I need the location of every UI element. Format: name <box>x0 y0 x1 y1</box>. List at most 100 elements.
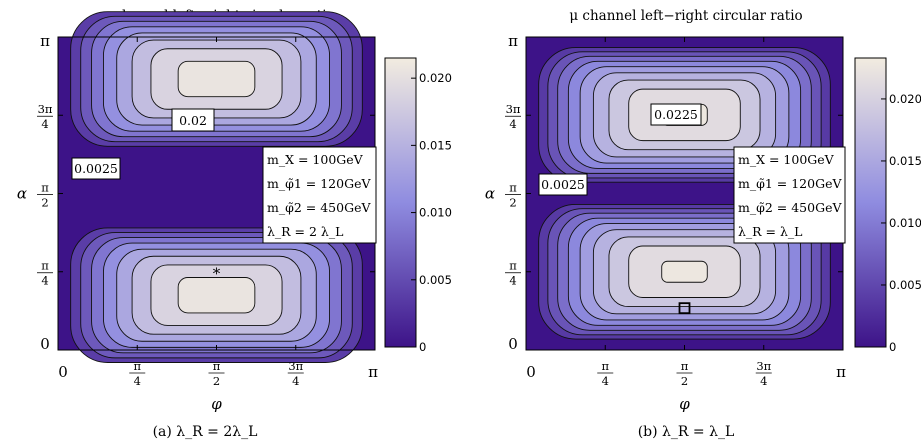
x-tick-label: 0 <box>526 363 536 381</box>
contour-label-text: 0.0025 <box>74 161 118 176</box>
y-tick-label-num: 3π <box>506 102 521 116</box>
colorbar-bar <box>854 57 887 348</box>
y-tick-label-den: 2 <box>509 195 516 209</box>
x-tick-label: 3π4 <box>755 359 772 388</box>
colorbar-tick-label: 0.010 <box>419 206 452 220</box>
y-tick-label-den: 2 <box>41 195 48 209</box>
y-tick-label: 0 <box>40 335 50 353</box>
x-tick-label: π <box>836 363 846 381</box>
x-tick-label-num: π <box>213 359 221 373</box>
legend-line: λ_R = 2 λ_L <box>267 224 343 239</box>
legend-line: m_φ̃2 = 450GeV <box>267 200 371 215</box>
x-tick-label-den: 4 <box>292 374 299 388</box>
y-axis-label: α <box>485 185 495 203</box>
x-axis-label: φ <box>679 395 690 413</box>
legend-line: m_φ̃2 = 450GeV <box>738 200 842 215</box>
legend-line: m_X = 100GeV <box>738 152 835 167</box>
colorbar-tick-label: 0.005 <box>889 278 921 292</box>
x-tick-label-num: π <box>681 359 689 373</box>
x-tick-label: π4 <box>597 359 614 388</box>
legend: m_X = 100GeV m_φ̃1 = 120GeV m_φ̃2 = 450GeV… <box>262 146 377 244</box>
x-tick-label-text: π <box>368 363 378 381</box>
chart-panel-1: μ channel left−right circular ratio 0.022… <box>485 8 921 440</box>
contour-level-1-8 <box>661 260 708 283</box>
contour-level-0-7 <box>177 60 256 98</box>
x-tick-label: 0 <box>58 363 68 381</box>
colorbar-tick-label: 0.015 <box>419 138 452 152</box>
y-tick-label: 3π4 <box>505 102 521 131</box>
legend-line: m_X = 100GeV <box>267 152 364 167</box>
chart-panel-0: μ channel left−right circular ratio0.020… <box>17 8 452 440</box>
contour-label-1: 0.0025 <box>538 173 588 196</box>
contour-label-text: 0.02 <box>179 113 207 128</box>
colorbar: 0 0.005 0.010 0.015 0.020 <box>854 57 921 354</box>
chart-title: μ channel left−right circular ratio <box>569 8 802 24</box>
contour-label-text: 0.0025 <box>541 177 585 192</box>
colorbar-tick-label: 0.020 <box>419 71 452 85</box>
marker-square <box>678 302 691 315</box>
x-tick-label-num: 3π <box>288 359 303 373</box>
y-tick-label: π2 <box>37 180 53 209</box>
colorbar: 0 0.005 0.010 0.015 0.020 <box>384 57 452 354</box>
y-tick-label-den: 4 <box>41 274 48 288</box>
x-tick-label: π4 <box>129 359 146 388</box>
colorbar-tick-label: 0.020 <box>889 92 921 106</box>
contour-label-1: 0.0025 <box>71 157 121 180</box>
x-tick-label: π2 <box>208 359 225 388</box>
y-tick-label-text: π <box>40 32 50 50</box>
x-tick-label-num: 3π <box>756 359 771 373</box>
y-tick-label-num: π <box>509 259 517 273</box>
y-tick-label-num: π <box>41 180 49 194</box>
x-tick-label-num: π <box>133 359 141 373</box>
y-tick-label: π <box>508 32 518 50</box>
legend-line: λ_R = λ_L <box>738 224 802 239</box>
legend: m_X = 100GeV m_φ̃1 = 120GeV m_φ̃2 = 450GeV… <box>733 146 846 244</box>
contour-label-box <box>171 108 215 132</box>
y-tick-label: π2 <box>505 180 521 209</box>
legend-line: m_φ̃1 = 120GeV <box>267 176 371 191</box>
marker-star: * <box>213 264 221 282</box>
contour-label-text: 0.0225 <box>654 107 698 122</box>
x-tick-label-text: 0 <box>58 363 68 381</box>
colorbar-tick-label: 0.005 <box>419 273 452 287</box>
contour-label-0: 0.0225 <box>650 103 702 126</box>
x-tick-label: 3π4 <box>287 359 304 388</box>
colorbar-bar <box>384 57 417 348</box>
y-tick-label-text: 0 <box>40 335 50 353</box>
x-axis-label: φ <box>211 395 222 413</box>
y-tick-label: 0 <box>508 335 518 353</box>
x-tick-label-text: π <box>836 363 846 381</box>
x-tick-label-den: 4 <box>134 374 141 388</box>
y-tick-label-num: π <box>509 180 517 194</box>
y-tick-label-num: π <box>41 259 49 273</box>
y-tick-label-den: 4 <box>41 117 48 131</box>
contour-label-box <box>650 103 702 126</box>
x-tick-label-den: 2 <box>681 374 688 388</box>
y-tick-label: 3π4 <box>37 102 53 131</box>
x-tick-label-den: 4 <box>760 374 767 388</box>
y-tick-label: π4 <box>505 259 521 288</box>
y-tick-label-den: 4 <box>509 274 516 288</box>
colorbar-tick-label: 0 <box>889 340 896 354</box>
contour-label-box <box>538 173 588 196</box>
y-tick-label-den: 4 <box>509 117 516 131</box>
contour-level-1-7 <box>177 277 256 314</box>
contour-label-0: 0.02 <box>171 108 215 132</box>
y-axis-label: α <box>17 185 27 203</box>
y-tick-label-text: π <box>508 32 518 50</box>
y-tick-label: π <box>40 32 50 50</box>
y-tick-label-num: 3π <box>38 102 53 116</box>
legend-box <box>733 146 846 244</box>
x-tick-label-den: 2 <box>213 374 220 388</box>
x-tick-label-den: 4 <box>602 374 609 388</box>
x-tick-label-text: 0 <box>526 363 536 381</box>
panel-caption: (b) λ_R = λ_L <box>638 424 735 440</box>
legend-box <box>262 146 377 244</box>
legend-line: m_φ̃1 = 120GeV <box>738 176 842 191</box>
colorbar-tick-label: 0 <box>419 340 426 354</box>
colorbar-tick-label: 0.015 <box>889 154 921 168</box>
y-tick-label: π4 <box>37 259 53 288</box>
x-tick-label-num: π <box>601 359 609 373</box>
contour-label-box <box>71 157 121 180</box>
